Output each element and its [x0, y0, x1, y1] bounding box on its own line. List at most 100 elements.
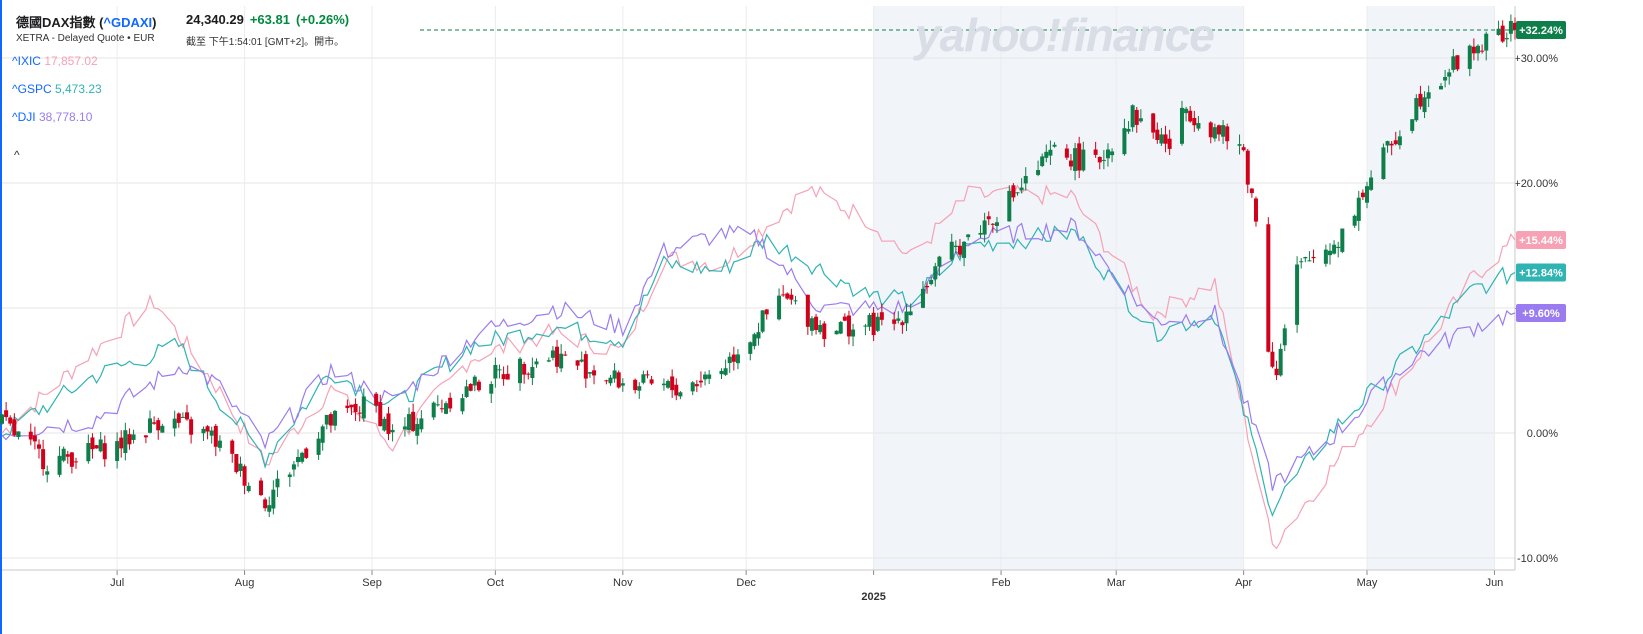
x-tick-label: Sep [362, 577, 382, 589]
candle-body [1101, 159, 1106, 161]
candle-body [748, 342, 753, 354]
index-symbol[interactable]: ^GDAXI [103, 15, 153, 30]
candle-body [719, 370, 724, 375]
candle-body [953, 245, 958, 247]
candle-body [1015, 192, 1020, 194]
x-tick-label: Mar [1107, 577, 1126, 589]
candle-body [1241, 147, 1246, 151]
series-end-label: +15.44% [1519, 235, 1563, 247]
candle-body [698, 380, 703, 383]
candle-body [242, 466, 247, 486]
candle-body [1414, 98, 1419, 121]
candle-body [1105, 149, 1110, 159]
candle-body [1138, 118, 1143, 122]
candle-body [37, 444, 42, 449]
candle-body [789, 294, 794, 300]
candle-body [1397, 136, 1402, 146]
x-tick-label: Aug [235, 577, 255, 589]
candle-body [879, 312, 884, 320]
candle-body [1385, 141, 1390, 146]
candle-body [764, 309, 769, 315]
candle-body [349, 404, 354, 408]
candle-body [530, 366, 535, 378]
candle-body [1249, 188, 1254, 194]
candle-body [316, 438, 321, 455]
candle-body [1179, 107, 1184, 144]
shaded-period [873, 6, 1244, 570]
candle-body [703, 374, 708, 380]
candle-body [1438, 85, 1443, 90]
comparison-ixic[interactable]: ^IXIC 17,857.02 [12, 54, 98, 68]
candle-body [119, 437, 124, 449]
comparison-symbol: ^GSPC [12, 82, 52, 96]
candle-body [1389, 143, 1394, 146]
candle-body [1192, 117, 1197, 126]
candle-body [1278, 348, 1283, 376]
series-line-ixic [1, 184, 1516, 550]
candle-body [90, 437, 95, 450]
comparison-dji[interactable]: ^DJI 38,778.10 [12, 110, 92, 124]
candle-body [345, 405, 350, 409]
candle-body [217, 440, 222, 448]
candle-body [176, 413, 181, 423]
x-tick-label: Jul [110, 577, 124, 589]
series-line-dji [1, 217, 1516, 491]
candle-body [263, 499, 268, 509]
comparison-value: 38,778.10 [38, 110, 93, 124]
candle-body [1307, 260, 1312, 262]
series-line-gspc [1, 225, 1516, 518]
candle-body [727, 356, 732, 364]
comparison-gspc[interactable]: ^GSPC 5,473.23 [12, 82, 102, 96]
candle-body [867, 314, 872, 327]
comparison-value: 17,857.02 [44, 54, 98, 68]
candle-body [871, 312, 876, 336]
candle-body [1093, 149, 1098, 155]
candle-body [752, 334, 757, 347]
comparison-symbol: ^IXIC [12, 54, 41, 68]
candle-body [641, 374, 646, 383]
candle-body [411, 411, 416, 431]
candle-body [1451, 56, 1456, 70]
candle-body [4, 410, 9, 418]
candle-body [501, 374, 506, 380]
candle-body [1068, 160, 1073, 167]
candle-body [1196, 123, 1201, 129]
candle-body [1393, 140, 1398, 145]
candle-body [201, 428, 206, 434]
candle-body [579, 359, 584, 362]
candle-body [896, 318, 901, 321]
candle-body [259, 480, 264, 496]
candle-body [526, 373, 531, 375]
candle-body [793, 300, 798, 302]
candle-body [32, 435, 37, 442]
candle-body [546, 360, 551, 362]
candle-body [493, 364, 498, 379]
candle-body [851, 329, 856, 337]
candle-body [1475, 45, 1480, 54]
candle-body [1134, 109, 1139, 125]
candle-body [777, 295, 782, 320]
candle-body [822, 323, 827, 340]
collapse-icon[interactable]: ^ [14, 148, 20, 162]
candle-body [1130, 105, 1135, 128]
candle-body [476, 381, 481, 391]
candle-body [489, 383, 494, 394]
y-tick-label: +20.00% [1514, 178, 1558, 190]
candle-body [94, 445, 99, 449]
candle-body [1184, 108, 1189, 114]
candle-body [172, 418, 177, 429]
candle-body [645, 374, 650, 376]
candle-body [900, 322, 905, 326]
candle-body [61, 448, 66, 461]
candle-body [1426, 92, 1431, 99]
candle-body [1036, 170, 1041, 175]
candle-body [838, 321, 843, 334]
x-tick-label: Oct [487, 577, 504, 589]
index-change: +63.81 [249, 12, 290, 27]
last-value-label: +32.24% [1519, 25, 1563, 37]
candle-body [1052, 144, 1057, 147]
candle-body [1155, 129, 1160, 140]
candle-body [1500, 25, 1505, 42]
candle-body [378, 402, 383, 427]
